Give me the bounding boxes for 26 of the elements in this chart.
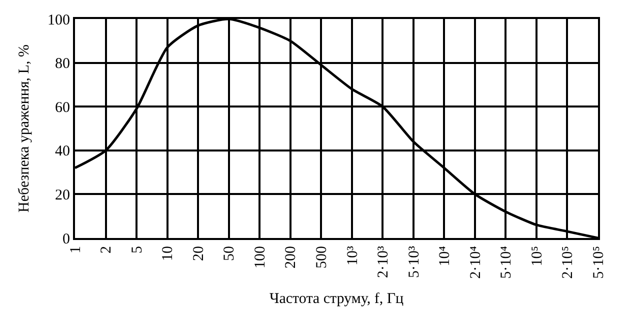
x-tick-label: 500 (314, 246, 330, 268)
x-tick-label: 100 (252, 246, 268, 268)
x-tick-label: 5·10³ (406, 246, 422, 278)
x-tick-label: 200 (283, 246, 300, 268)
x-tick-label: 2·10⁵ (560, 246, 576, 279)
y-tick-label: 40 (55, 144, 70, 160)
x-tick-label: 50 (222, 246, 238, 261)
y-axis-title: Небезпека ураження, L, % (16, 44, 32, 212)
x-tick-label: 20 (190, 246, 207, 261)
x-tick-label: 5 (129, 246, 146, 254)
x-axis-title: Частота струму, f, Гц (269, 291, 404, 308)
x-tick-label: 10⁵ (529, 246, 546, 266)
x-tick-label: 5·10⁴ (498, 246, 515, 279)
x-tick-label: 10⁴ (437, 246, 454, 266)
x-tick-label: 2·10³ (376, 246, 392, 278)
y-tick-label: 0 (62, 231, 70, 248)
y-tick-label: 20 (55, 187, 70, 204)
x-tick-label: 10³ (344, 246, 361, 266)
x-tick-label: 2·10⁴ (468, 246, 484, 279)
x-tick-label: 2 (98, 246, 115, 254)
y-tick-label: 60 (55, 100, 70, 116)
x-tick-label: 1 (68, 246, 84, 254)
y-tick-label: 80 (55, 56, 70, 72)
x-tick-label: 10 (160, 246, 176, 261)
y-tick-label: 100 (48, 12, 70, 28)
x-tick-label: 5·10⁵ (590, 246, 607, 279)
